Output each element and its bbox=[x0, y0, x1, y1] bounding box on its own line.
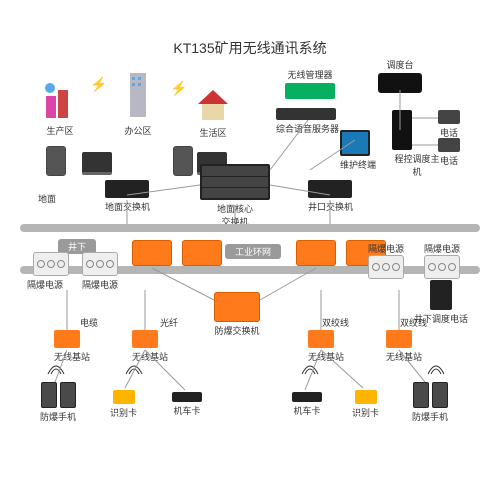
port-switch-label: 井口交换机 bbox=[308, 200, 353, 213]
explosion-proof-switch: 防爆交换机 bbox=[214, 292, 260, 337]
power-supply: 隔爆电源 bbox=[33, 252, 69, 291]
link-fiber-label: 光纤 bbox=[160, 314, 178, 329]
core-switch: 地面核心 交换机 bbox=[200, 164, 270, 228]
link-twisted-label: 双绞线 bbox=[322, 314, 349, 329]
fiber-text: 光纤 bbox=[160, 316, 178, 329]
ground-switch: 地面交换机 bbox=[105, 180, 150, 213]
maintenance-terminal: 维护终端 bbox=[340, 130, 376, 171]
maintenance-terminal-label: 维护终端 bbox=[340, 158, 376, 171]
client-phone bbox=[173, 146, 193, 176]
area-office: 办公区 bbox=[118, 68, 158, 137]
ring-switch-node bbox=[132, 240, 172, 266]
wifi-icon bbox=[426, 362, 446, 376]
port-switch: 井口交换机 bbox=[308, 180, 353, 213]
dispatch-console-label: 调度台 bbox=[378, 58, 422, 71]
id-card-device: 识别卡 bbox=[110, 390, 137, 419]
signal-icon: ⚡ bbox=[90, 76, 107, 93]
client-laptop bbox=[82, 152, 112, 175]
id-card-label: 识别卡 bbox=[110, 406, 137, 419]
desk-phone: 电话 bbox=[438, 138, 460, 167]
area-living: 生活区 bbox=[190, 88, 236, 139]
exp-phone-label: 防爆手机 bbox=[412, 410, 448, 423]
power-supply: 隔爆电源 bbox=[424, 240, 460, 279]
voice-server-label: 综合语音服务器 bbox=[276, 122, 339, 135]
area-living-label: 生活区 bbox=[190, 126, 236, 139]
ring-network-label: 工业环网 bbox=[225, 244, 281, 259]
dispatch-host: 程控调度主机 bbox=[392, 110, 442, 178]
cable-text: 电缆 bbox=[80, 316, 98, 329]
road-band-top bbox=[20, 224, 480, 232]
link-cable-label: 电缆 bbox=[80, 314, 98, 329]
area-production-label: 生产区 bbox=[40, 124, 80, 137]
wireless-base-station: 无线基站 bbox=[54, 330, 90, 363]
power-supply: 隔爆电源 bbox=[82, 252, 118, 291]
signal-icon: ⚡ bbox=[170, 80, 187, 97]
explosion-proof-phone: 防爆手机 bbox=[40, 382, 76, 423]
wifi-icon bbox=[300, 362, 320, 376]
power-label: 隔爆电源 bbox=[27, 278, 63, 291]
wireless-manager-label: 无线管理器 bbox=[285, 68, 335, 81]
power-supply: 隔爆电源 bbox=[368, 240, 404, 279]
ring-switch-node bbox=[182, 240, 222, 266]
power-label: 隔爆电源 bbox=[82, 278, 118, 291]
wireless-manager: 无线管理器 bbox=[285, 66, 335, 99]
wireless-base-station: 无线基站 bbox=[308, 330, 344, 363]
system-title: KT135矿用无线通讯系统 bbox=[0, 38, 500, 58]
ring-switch-node bbox=[296, 240, 336, 266]
area-office-label: 办公区 bbox=[118, 124, 158, 137]
id-card-device: 识别卡 bbox=[352, 390, 379, 419]
wifi-icon bbox=[124, 362, 144, 376]
wireless-base-station: 无线基站 bbox=[386, 330, 422, 363]
car-card-device: 机车卡 bbox=[292, 392, 322, 417]
phone-label: 电话 bbox=[438, 154, 460, 167]
voice-server: 综合语音服务器 bbox=[276, 108, 339, 135]
ground-label: 地面 bbox=[38, 190, 56, 205]
station-label: 无线基站 bbox=[386, 350, 422, 363]
area-production: 生产区 bbox=[40, 80, 80, 137]
explosion-proof-phone: 防爆手机 bbox=[412, 382, 448, 423]
exp-phone-label: 防爆手机 bbox=[40, 410, 76, 423]
wifi-icon bbox=[46, 362, 66, 376]
car-card-label: 机车卡 bbox=[292, 404, 322, 417]
client-phone bbox=[46, 146, 66, 176]
dispatch-console: 调度台 bbox=[378, 56, 422, 93]
desk-phone: 电话 bbox=[438, 110, 460, 139]
id-card-label: 识别卡 bbox=[352, 406, 379, 419]
twisted-text: 双绞线 bbox=[322, 316, 349, 329]
wireless-base-station: 无线基站 bbox=[132, 330, 168, 363]
link-twisted-label: 双绞线 bbox=[400, 314, 427, 329]
power-label: 隔爆电源 bbox=[368, 242, 404, 255]
power-label: 隔爆电源 bbox=[424, 242, 460, 255]
ground-text: 地面 bbox=[38, 192, 56, 205]
car-card-label: 机车卡 bbox=[172, 404, 202, 417]
ground-switch-label: 地面交换机 bbox=[105, 200, 150, 213]
car-card-device: 机车卡 bbox=[172, 392, 202, 417]
dispatch-host-label: 程控调度主机 bbox=[392, 152, 442, 178]
twisted-text: 双绞线 bbox=[400, 316, 427, 329]
exp-switch-label: 防爆交换机 bbox=[214, 324, 260, 337]
